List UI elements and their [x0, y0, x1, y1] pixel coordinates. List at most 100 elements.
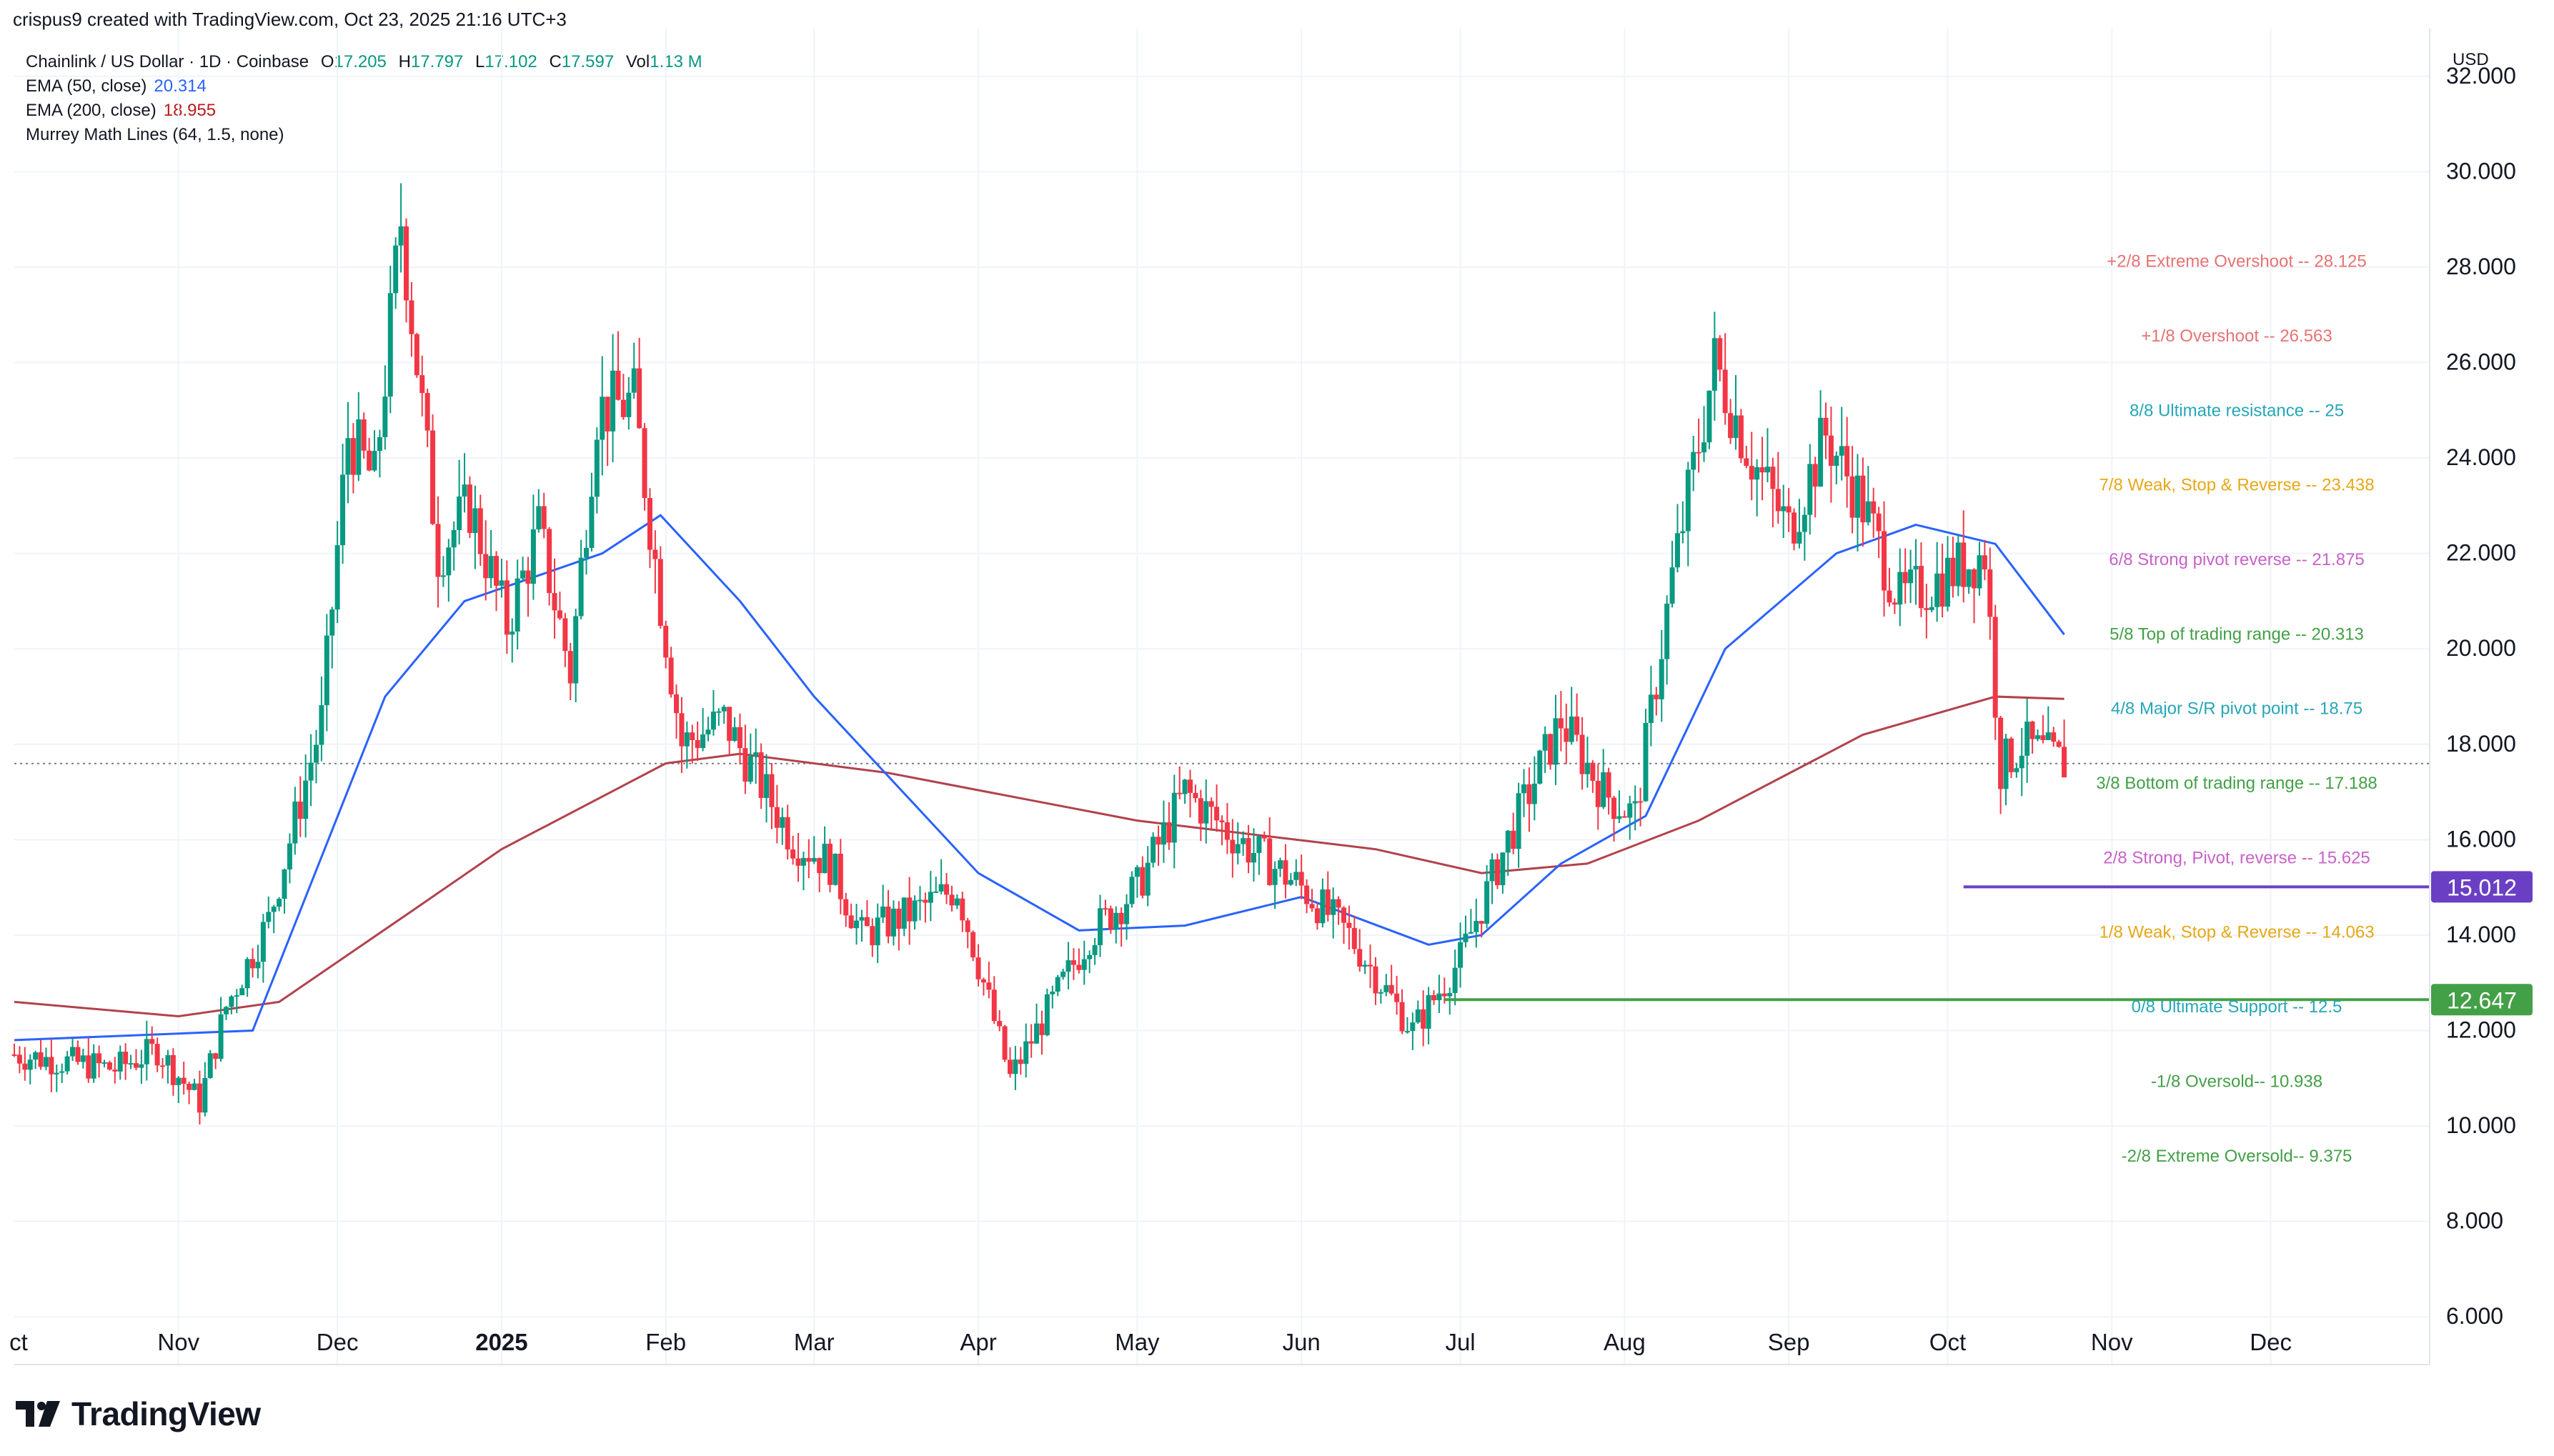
price-tick-label: 20.000	[2446, 635, 2516, 661]
candle-body	[1261, 836, 1267, 839]
candle-body	[1410, 1022, 1416, 1032]
candle-body	[854, 920, 860, 929]
symbol-title[interactable]: Chainlink / US Dollar · 1D · Coinbase	[26, 52, 309, 71]
symbol-row: Chainlink / US Dollar · 1D · Coinbase O1…	[26, 50, 702, 74]
candle-body	[70, 1047, 76, 1057]
candle-body	[610, 370, 616, 432]
candle-body	[483, 554, 489, 579]
candle-body	[1208, 801, 1214, 807]
candle-body	[674, 694, 680, 714]
candle-body	[1373, 966, 1378, 994]
murrey-line-label: +2/8 Extreme Overshoot -- 28.125	[2107, 252, 2367, 271]
candle-body	[1807, 464, 1813, 515]
candle-body	[430, 430, 436, 524]
candle-body	[1834, 455, 1839, 467]
candle-body	[43, 1057, 49, 1067]
candle-body	[446, 547, 452, 576]
candle-body	[181, 1077, 187, 1084]
candle-body	[848, 915, 854, 929]
currency-label[interactable]: USD	[2453, 50, 2489, 69]
ema200-row[interactable]: EMA (200, close) 18.955	[26, 99, 702, 123]
candle-body	[960, 898, 965, 921]
candle-body	[367, 450, 372, 471]
candle-body	[1320, 889, 1326, 924]
candle-body	[1044, 994, 1050, 1035]
murrey-row[interactable]: Murrey Math Lines (64, 1.5, none)	[26, 123, 702, 147]
candle-body	[361, 419, 367, 451]
candle-body	[742, 748, 748, 782]
candle-body	[1892, 602, 1897, 605]
candle-body	[1203, 801, 1209, 824]
candle-body	[324, 635, 329, 706]
candle-body	[1447, 992, 1453, 997]
candle-body	[1553, 718, 1559, 765]
candle-body	[918, 899, 923, 902]
tradingview-wordmark: TradingView	[71, 1395, 261, 1432]
candle-body	[747, 756, 753, 782]
candle-body	[954, 898, 960, 906]
ema50-row[interactable]: EMA (50, close) 20.314	[26, 74, 702, 99]
candle-body	[1823, 417, 1829, 436]
candle-body	[589, 497, 595, 548]
murrey-line-label: 2/8 Strong, Pivot, reverse -- 15.625	[2103, 848, 2370, 867]
murrey-line-label: 1/8 Weak, Stop & Reverse -- 14.063	[2099, 923, 2374, 942]
candle-body	[1849, 476, 1855, 518]
candle-body	[1733, 415, 1739, 439]
candle-body	[350, 438, 356, 475]
murrey-line-label: -1/8 Oversold-- 10.938	[2151, 1072, 2322, 1091]
price-tick-label: 12.000	[2446, 1017, 2516, 1043]
horizontal-level-label: 12.647	[2447, 987, 2517, 1013]
price-axis[interactable]: 6.000 8.000 10.000 12.000 14.000 16.000 18.000…	[2429, 29, 2516, 1365]
candle-body	[1929, 607, 1934, 610]
murrey-line-label: +1/8 Overshoot -- 26.563	[2141, 326, 2332, 346]
chart-legend: Chainlink / US Dollar · 1D · Coinbase O1…	[26, 50, 702, 147]
candle-body	[822, 843, 828, 874]
candle-body	[1331, 899, 1336, 915]
time-axis[interactable]: ct Nov Dec 2025 Feb Mar Apr May Jun Jul Aug Sep Oct N…	[9, 1329, 2430, 1365]
candle-body	[1511, 830, 1516, 849]
candle-body	[573, 616, 579, 684]
candle-body	[2045, 732, 2051, 740]
candle-body	[1939, 573, 1945, 607]
time-tick-label: Feb	[645, 1329, 686, 1355]
time-tick-label: Nov	[157, 1329, 199, 1355]
candle-body	[1288, 879, 1293, 885]
candle-body	[1314, 908, 1320, 924]
ema50-line	[14, 514, 2065, 1042]
candle-body	[1489, 859, 1495, 882]
tradingview-logo[interactable]: TradingView	[16, 1395, 261, 1433]
time-tick-label: Oct	[1929, 1329, 1966, 1355]
candle-body	[472, 508, 478, 534]
candle-body	[1394, 993, 1400, 1002]
time-tick-label: 2025	[475, 1329, 527, 1355]
candle-body	[1241, 838, 1246, 844]
candle-body	[642, 428, 647, 499]
candle-body	[923, 899, 928, 903]
candle-body	[1950, 557, 1956, 587]
candle-body	[1388, 984, 1394, 994]
horizontal-level-label: 15.012	[2447, 874, 2517, 900]
candle-body	[811, 857, 817, 862]
candle-body	[657, 559, 663, 626]
candle-body	[684, 732, 690, 747]
candle-body	[938, 884, 944, 892]
candle-body	[1293, 872, 1299, 880]
candle-body	[1691, 452, 1696, 470]
candle-body	[234, 995, 239, 997]
candle-body	[1309, 904, 1315, 909]
candle-body	[149, 1039, 155, 1044]
candle-body	[1383, 984, 1389, 992]
candle-body	[1336, 899, 1341, 908]
horizontal-level-badge	[2431, 871, 2533, 903]
candle-body	[1421, 1009, 1426, 1029]
candle-body	[409, 300, 414, 334]
candle-body	[1992, 617, 1998, 718]
ema200-label: EMA (200, close)	[26, 101, 156, 120]
price-tick-label: 32.000	[2446, 63, 2516, 89]
candle-body	[536, 506, 542, 529]
candle-body	[1638, 801, 1644, 803]
candle-body	[795, 858, 801, 866]
candle-body	[605, 397, 610, 432]
candle-body	[345, 438, 351, 475]
